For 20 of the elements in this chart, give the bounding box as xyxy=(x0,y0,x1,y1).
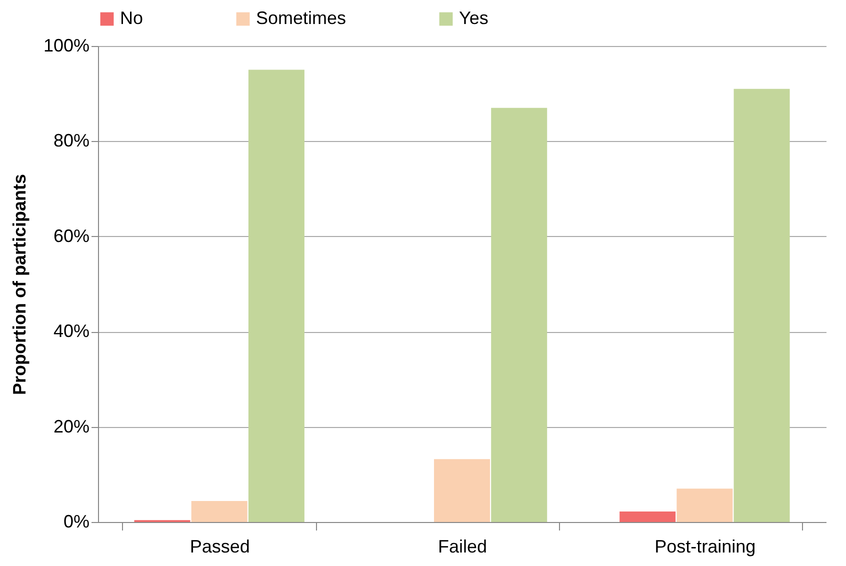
legend-label: Sometimes xyxy=(256,8,346,28)
y-tick-label: 100% xyxy=(43,36,90,56)
x-tick-label: Failed xyxy=(438,536,488,556)
y-tick-label: 80% xyxy=(53,130,90,151)
y-tick-label: 0% xyxy=(63,512,90,532)
y-tick-label: 40% xyxy=(53,321,90,342)
x-tick-label: Post-training xyxy=(654,536,756,556)
legend-label: Yes xyxy=(459,8,488,28)
y-tick-label: 60% xyxy=(53,226,90,246)
y-tick-label: 20% xyxy=(53,416,90,436)
bar xyxy=(676,488,733,522)
bar xyxy=(734,88,790,522)
bar xyxy=(191,501,248,522)
x-tick-label: Passed xyxy=(190,536,250,556)
bar xyxy=(491,108,548,522)
bar xyxy=(620,512,676,522)
legend-label: No xyxy=(120,8,144,28)
bar xyxy=(248,70,304,522)
y-axis-title: Proportion of participants xyxy=(9,174,30,396)
bar xyxy=(434,459,490,522)
